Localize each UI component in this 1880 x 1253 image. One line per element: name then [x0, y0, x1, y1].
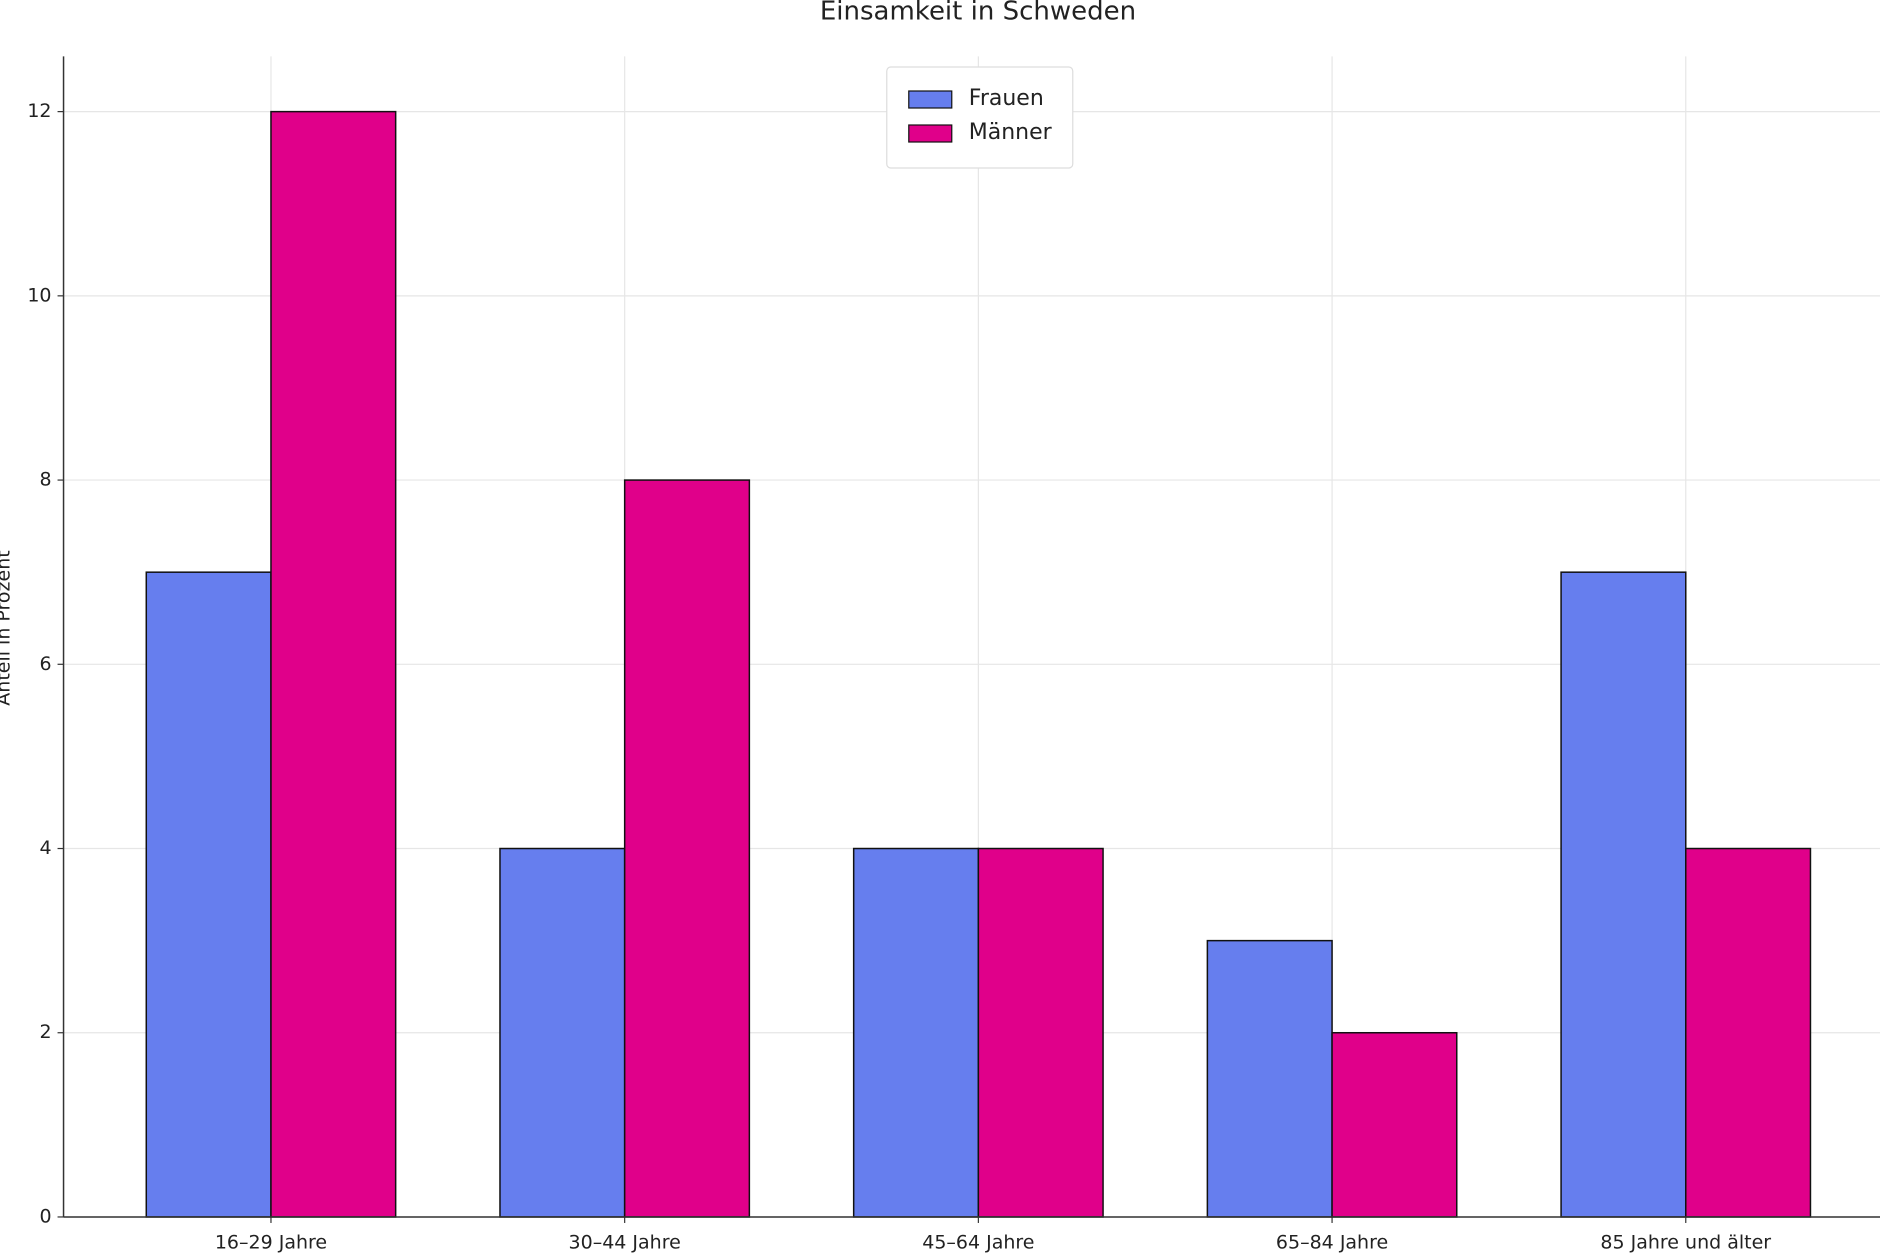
bar: [1685, 847, 1812, 1218]
y-tick-label: 10: [27, 284, 51, 306]
legend-box: [886, 66, 1074, 169]
bar: [623, 479, 751, 1218]
y-axis-label: Anteil in Prozent: [0, 550, 15, 705]
bar: [1206, 939, 1333, 1218]
x-tick-label: 85 Jahre und älter: [1600, 1231, 1771, 1253]
legend: Frauen Männer: [886, 66, 1074, 169]
y-tick-label: 2: [39, 1021, 51, 1043]
y-tick-label: 0: [39, 1205, 51, 1227]
bar: [977, 847, 1104, 1218]
y-tick-label: 4: [39, 837, 51, 859]
bar: [1560, 571, 1687, 1218]
legend-swatch: [908, 124, 953, 143]
x-tick-label: 16–29 Jahre: [215, 1231, 327, 1253]
y-tick-label: 12: [27, 100, 51, 122]
bar: [1331, 1031, 1458, 1218]
legend-label: Männer: [969, 120, 1053, 145]
bar: [145, 571, 272, 1218]
bar: [852, 847, 980, 1218]
bar: [499, 847, 626, 1218]
x-tick-label: 45–64 Jahre: [922, 1231, 1034, 1253]
legend-label: Frauen: [969, 86, 1044, 111]
legend-swatch: [908, 90, 953, 109]
x-tick-label: 65–84 Jahre: [1276, 1231, 1388, 1253]
x-tick-label: 30–44 Jahre: [569, 1231, 681, 1253]
chart-title: Einsamkeit in Schweden: [820, 0, 1136, 27]
y-tick-label: 6: [39, 653, 51, 675]
y-tick-label: 8: [39, 469, 51, 491]
bar: [270, 110, 397, 1218]
